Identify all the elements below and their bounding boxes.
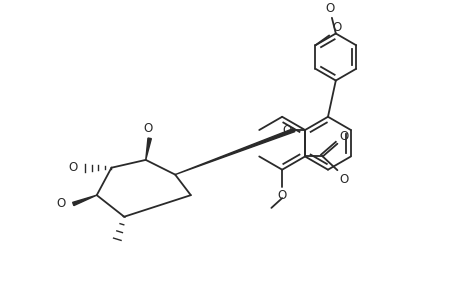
- Text: O: O: [68, 161, 77, 174]
- Text: O: O: [339, 173, 348, 186]
- Text: O: O: [143, 122, 152, 135]
- Text: O: O: [282, 124, 291, 136]
- Text: O: O: [325, 2, 334, 15]
- Text: O: O: [331, 20, 341, 34]
- Text: O: O: [339, 130, 348, 143]
- Polygon shape: [73, 195, 96, 206]
- Text: O: O: [277, 189, 286, 202]
- Polygon shape: [146, 138, 151, 160]
- Text: O: O: [56, 197, 65, 211]
- Polygon shape: [175, 128, 294, 175]
